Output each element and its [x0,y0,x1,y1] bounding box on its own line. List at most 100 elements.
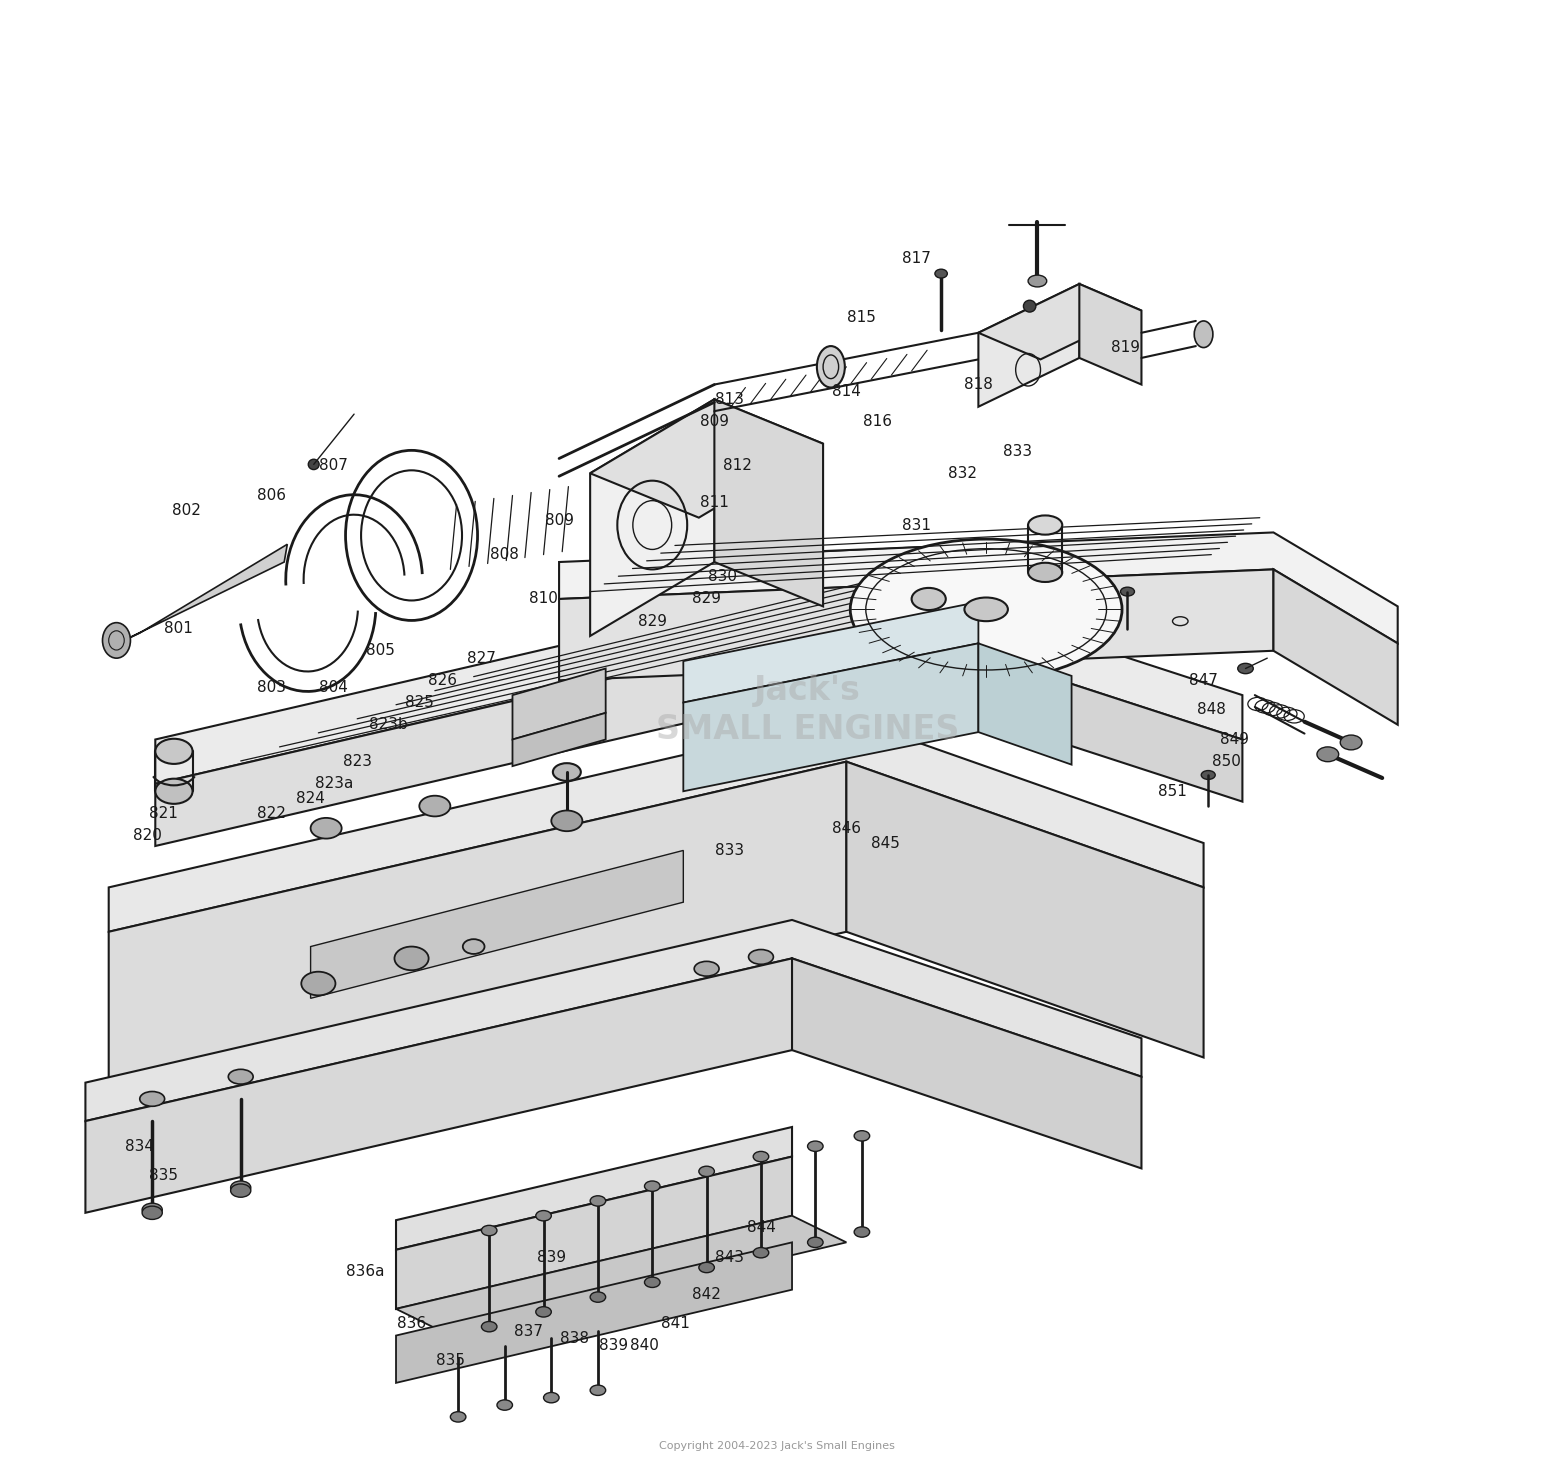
Ellipse shape [311,818,342,839]
Polygon shape [683,602,978,703]
Ellipse shape [481,1322,497,1331]
Ellipse shape [854,1131,870,1142]
Ellipse shape [1028,563,1062,583]
Ellipse shape [143,1207,163,1219]
Text: 834: 834 [126,1139,154,1154]
Text: 833: 833 [1003,444,1031,458]
Polygon shape [85,920,1141,1121]
Text: 829: 829 [638,614,666,629]
Text: 820: 820 [134,828,162,843]
Polygon shape [311,850,683,998]
Ellipse shape [481,1225,497,1236]
Polygon shape [559,532,1398,643]
Ellipse shape [694,961,719,976]
Text: 851: 851 [1159,784,1186,799]
Polygon shape [396,1216,846,1336]
Text: Jack's
SMALL ENGINES: Jack's SMALL ENGINES [655,674,960,745]
Text: 838: 838 [561,1331,589,1346]
Text: 850: 850 [1213,754,1241,769]
Ellipse shape [230,1183,252,1198]
Ellipse shape [644,1276,660,1287]
Ellipse shape [808,1236,823,1248]
Ellipse shape [463,939,485,954]
Polygon shape [1273,569,1398,725]
Ellipse shape [536,1307,551,1316]
Text: 821: 821 [149,806,177,821]
Polygon shape [590,399,823,518]
Ellipse shape [808,1142,823,1151]
Ellipse shape [419,796,450,816]
Text: 824: 824 [297,791,325,806]
Polygon shape [559,569,1273,680]
Text: 835: 835 [149,1168,177,1183]
Text: 804: 804 [320,680,348,695]
Text: 845: 845 [871,836,899,850]
Text: 832: 832 [949,466,977,481]
Text: 823a: 823a [315,776,353,791]
Text: 842: 842 [693,1287,721,1302]
Ellipse shape [912,589,946,609]
Ellipse shape [590,1195,606,1207]
Text: 808: 808 [491,547,519,562]
Ellipse shape [1194,321,1213,348]
Polygon shape [85,958,792,1213]
Ellipse shape [851,540,1121,680]
Ellipse shape [1028,515,1062,535]
Ellipse shape [394,947,429,970]
Text: 817: 817 [902,251,930,266]
Text: 812: 812 [724,458,752,473]
Text: 823: 823 [343,754,371,769]
Text: 823b: 823b [370,717,407,732]
Polygon shape [870,618,1242,802]
Text: 833: 833 [716,843,744,858]
Ellipse shape [854,1228,870,1236]
Ellipse shape [699,1262,714,1272]
Text: 844: 844 [747,1220,775,1235]
Text: 847: 847 [1190,673,1218,688]
Ellipse shape [307,458,320,470]
Ellipse shape [699,1165,714,1177]
Text: 843: 843 [716,1250,744,1265]
Text: 839: 839 [599,1338,627,1353]
Ellipse shape [1023,300,1036,312]
Ellipse shape [544,1393,559,1402]
Text: 802: 802 [172,503,200,518]
Text: 825: 825 [405,695,433,710]
Text: Copyright 2004-2023 Jack's Small Engines: Copyright 2004-2023 Jack's Small Engines [658,1442,895,1451]
Polygon shape [396,1157,792,1309]
Ellipse shape [935,269,947,278]
Ellipse shape [102,623,130,658]
Text: 848: 848 [1197,703,1225,717]
Ellipse shape [590,1293,606,1302]
Text: 836a: 836a [346,1265,384,1279]
Text: 818: 818 [964,377,992,392]
Text: 827: 827 [467,651,495,666]
Ellipse shape [301,972,335,995]
Ellipse shape [1340,735,1362,750]
Ellipse shape [590,1384,606,1396]
Ellipse shape [964,598,1008,621]
Polygon shape [792,958,1141,1168]
Text: 836: 836 [398,1316,426,1331]
Polygon shape [590,399,714,636]
Text: 809: 809 [545,513,573,528]
Text: 805: 805 [367,643,394,658]
Text: 810: 810 [530,592,558,606]
Text: 807: 807 [320,458,348,473]
Ellipse shape [551,810,582,831]
Polygon shape [512,713,606,766]
Ellipse shape [1317,747,1339,762]
Text: 849: 849 [1221,732,1249,747]
Polygon shape [978,643,1072,765]
Ellipse shape [1202,771,1216,779]
Text: 813: 813 [716,392,744,407]
Ellipse shape [155,778,193,805]
Polygon shape [978,284,1079,407]
Ellipse shape [228,1069,253,1084]
Text: 806: 806 [258,488,286,503]
Text: 830: 830 [708,569,736,584]
Ellipse shape [536,1210,551,1222]
Text: 816: 816 [863,414,891,429]
Polygon shape [109,717,1204,932]
Ellipse shape [753,1151,769,1162]
